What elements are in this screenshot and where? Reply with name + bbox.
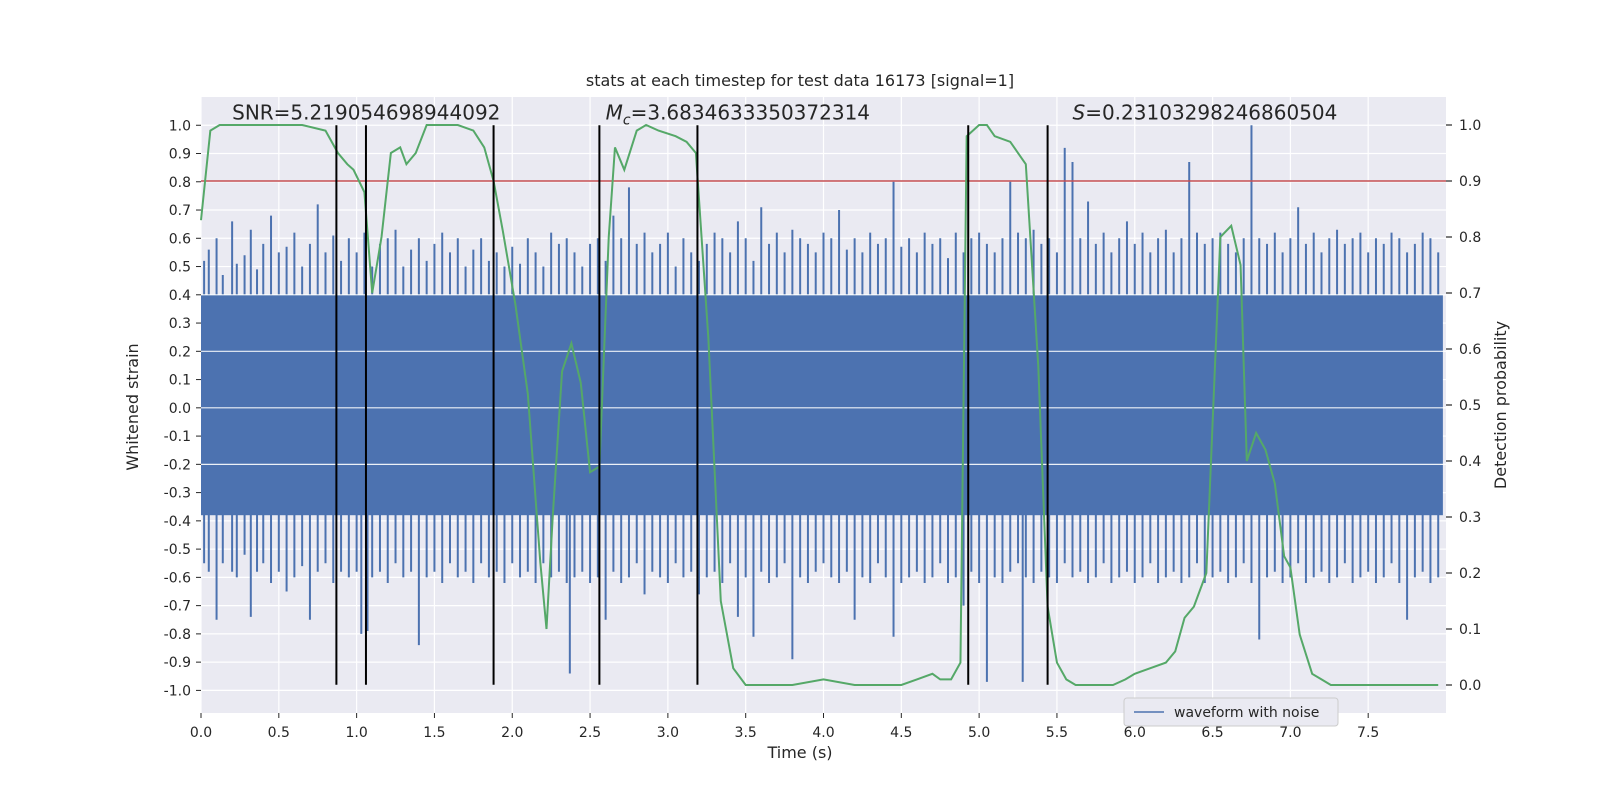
x-tick-label: 5.0	[968, 725, 990, 741]
x-tick-label: 4.0	[812, 725, 834, 741]
y2-tick-label: 0.1	[1459, 622, 1481, 638]
y2-tick-label: 0.8	[1459, 230, 1481, 246]
y2-tick-label: 0.2	[1459, 566, 1481, 582]
chart-title: stats at each timestep for test data 161…	[586, 71, 1014, 90]
y-tick-label: 0.9	[169, 147, 191, 163]
y-tick-label: -0.6	[164, 570, 191, 586]
y-tick-label: 0.3	[169, 316, 191, 332]
probability-series	[200, 123, 1439, 686]
y-tick-label: 0.5	[169, 260, 191, 276]
y2-tick-label: 0.6	[1459, 342, 1481, 358]
y-tick-label: 0.1	[169, 373, 191, 389]
x-axis-label: Time (s)	[766, 743, 832, 762]
legend-label: waveform with noise	[1174, 705, 1319, 721]
x-tick-label: 3.0	[657, 725, 679, 741]
y-tick-label: -0.3	[164, 486, 191, 502]
legend-box	[1123, 697, 1339, 727]
y-tick-label: 0.2	[169, 344, 191, 360]
x-tick-label: 3.5	[735, 725, 757, 741]
y-tick-label: -0.4	[164, 514, 191, 530]
y-tick-label: -1.0	[164, 683, 191, 699]
y-tick-label: 0.7	[169, 203, 191, 219]
tick-labels: 0.0 0.5 1.0 1.5 2.0 2.5 3.0 3.5 4.0 4.5 5.0 5.5 6.0 6…	[164, 118, 1482, 741]
y-tick-label: 1.0	[169, 118, 191, 134]
waveform-series	[201, 125, 1446, 682]
annotations: SNR=5.219054698944092 Mc=3.68346333503723…	[232, 101, 1337, 129]
x-tick-label: 1.0	[345, 725, 367, 741]
y-tick-label: -0.1	[164, 429, 191, 445]
y-tick-label: -0.5	[164, 542, 191, 558]
y-axis-label: Whitened strain	[123, 343, 142, 470]
x-tick-label: 2.5	[579, 725, 601, 741]
y-tick-label: -0.9	[164, 655, 191, 671]
y-tick-label: 0.6	[169, 231, 191, 247]
x-tick-label: 7.0	[1279, 725, 1301, 741]
y-tick-label: 0.0	[169, 401, 191, 417]
y-tick-label: 0.8	[169, 175, 191, 191]
x-tick-label: 1.5	[423, 725, 445, 741]
y2-tick-label: 1.0	[1459, 118, 1481, 134]
y-tick-label: 0.4	[169, 288, 191, 304]
y-tick-label: -0.7	[164, 599, 191, 615]
y2-tick-label: 0.4	[1459, 454, 1481, 470]
x-tick-label: 7.5	[1357, 725, 1379, 741]
legend: waveform with noise	[1123, 697, 1339, 727]
x-tick-label: 0.0	[190, 725, 212, 741]
stat-annotation: SNR=5.219054698944092	[232, 101, 500, 125]
probability-line	[200, 123, 1439, 686]
y-tick-label: -0.2	[164, 457, 191, 473]
y2-axis-label: Detection probability	[1491, 321, 1510, 489]
x-tick-label: 6.5	[1201, 725, 1223, 741]
vertical-lines	[335, 125, 1049, 685]
y2-tick-label: 0.9	[1459, 174, 1481, 190]
y2-tick-label: 0.3	[1459, 510, 1481, 526]
stat-annotation: S=0.23103298246860504	[1073, 101, 1338, 125]
y-tick-label: -0.8	[164, 627, 191, 643]
stat-annotation: Mc=3.6834633350372314	[606, 101, 870, 129]
x-tick-label: 4.5	[890, 725, 912, 741]
y2-tick-label: 0.0	[1459, 678, 1481, 694]
x-tick-label: 5.5	[1046, 725, 1068, 741]
x-tick-label: 0.5	[268, 725, 290, 741]
x-tick-label: 2.0	[501, 725, 523, 741]
x-tick-label: 6.0	[1124, 725, 1146, 741]
y2-tick-label: 0.5	[1459, 398, 1481, 414]
y2-tick-label: 0.7	[1459, 286, 1481, 302]
